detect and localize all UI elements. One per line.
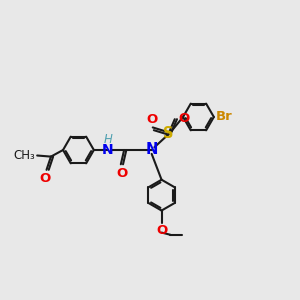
Text: CH₃: CH₃ xyxy=(14,149,35,162)
Text: N: N xyxy=(146,142,158,158)
Text: O: O xyxy=(178,112,189,124)
Text: N: N xyxy=(102,143,113,157)
Text: Br: Br xyxy=(216,110,233,124)
Text: O: O xyxy=(40,172,51,185)
Text: O: O xyxy=(156,224,167,237)
Text: O: O xyxy=(147,113,158,126)
Text: O: O xyxy=(117,167,128,179)
Text: S: S xyxy=(163,126,173,141)
Text: H: H xyxy=(104,133,112,146)
